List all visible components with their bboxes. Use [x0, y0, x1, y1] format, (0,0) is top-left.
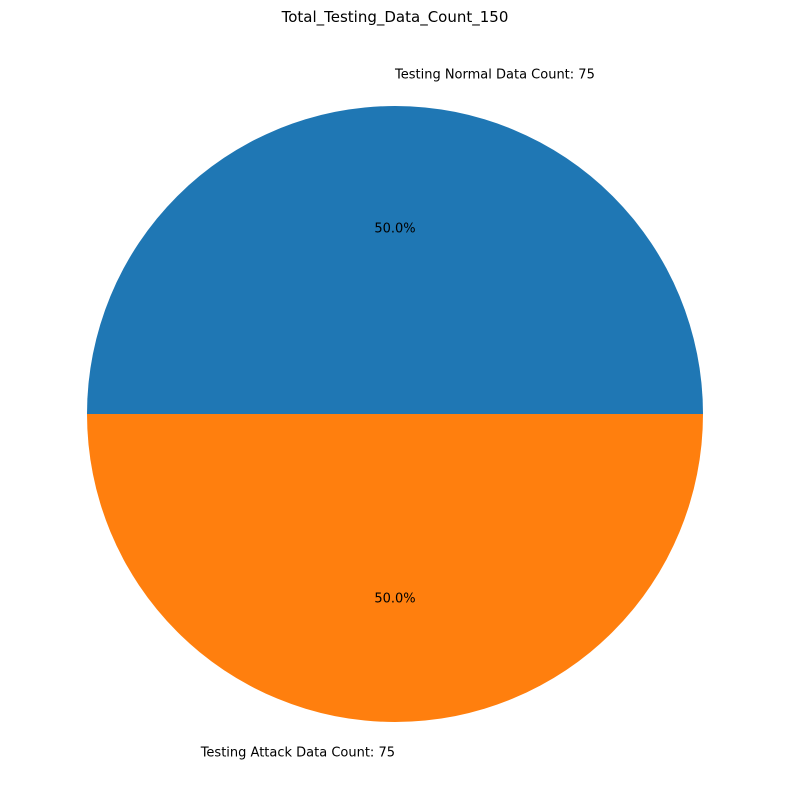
percent-label-1: 50.0% [374, 591, 415, 606]
pie-slice-1 [87, 414, 703, 722]
slice-label-0: Testing Normal Data Count: 75 [394, 68, 595, 83]
slice-label-1: Testing Attack Data Count: 75 [200, 745, 395, 760]
percent-label-0: 50.0% [374, 222, 415, 237]
pie-slice-0 [87, 106, 703, 414]
chart-title: Total_Testing_Data_Count_150 [281, 8, 509, 27]
pie-slices [87, 106, 703, 722]
pie-labels: Testing Normal Data Count: 75 50.0% Testin… [200, 68, 595, 761]
